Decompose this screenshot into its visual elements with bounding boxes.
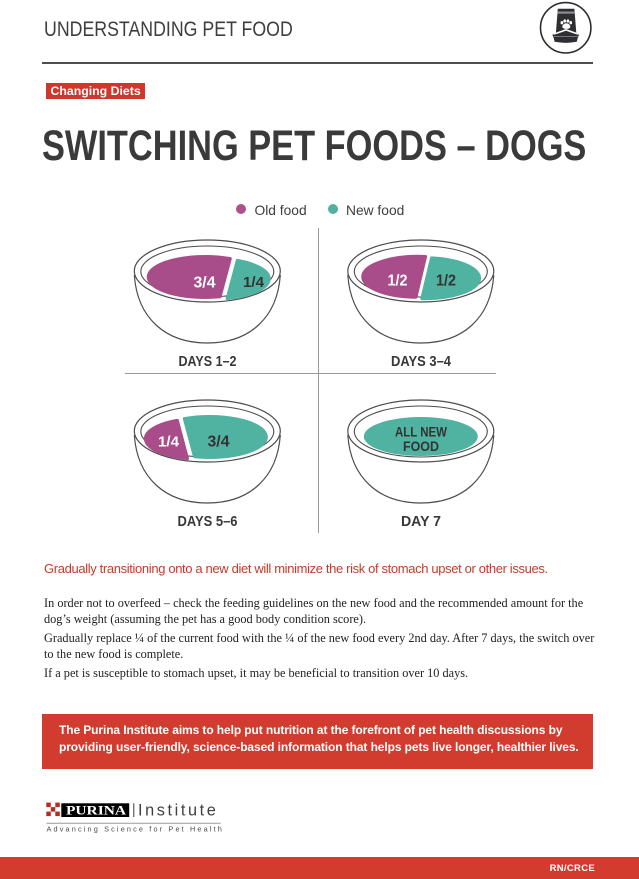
svg-text:Institute: Institute [138,802,218,820]
svg-text:1/4: 1/4 [158,434,180,451]
svg-text:3/4: 3/4 [194,275,216,292]
svg-text:DAY 7: DAY 7 [401,514,441,530]
svg-text:1/2: 1/2 [388,273,408,290]
svg-text:DAYS 5–6: DAYS 5–6 [178,514,238,530]
svg-text:ALL NEW: ALL NEW [395,425,447,440]
svg-text:3/4: 3/4 [208,434,230,451]
svg-text:DAYS 3–4: DAYS 3–4 [391,354,451,370]
svg-text:PURINA: PURINA [66,803,126,817]
svg-text:Advancing Science for Pet Heal: Advancing Science for Pet Health [47,825,225,834]
svg-text:DAYS 1–2: DAYS 1–2 [179,354,237,370]
svg-text:1/4: 1/4 [243,274,265,291]
svg-text:FOOD: FOOD [403,439,439,454]
svg-text:1/2: 1/2 [436,273,456,290]
